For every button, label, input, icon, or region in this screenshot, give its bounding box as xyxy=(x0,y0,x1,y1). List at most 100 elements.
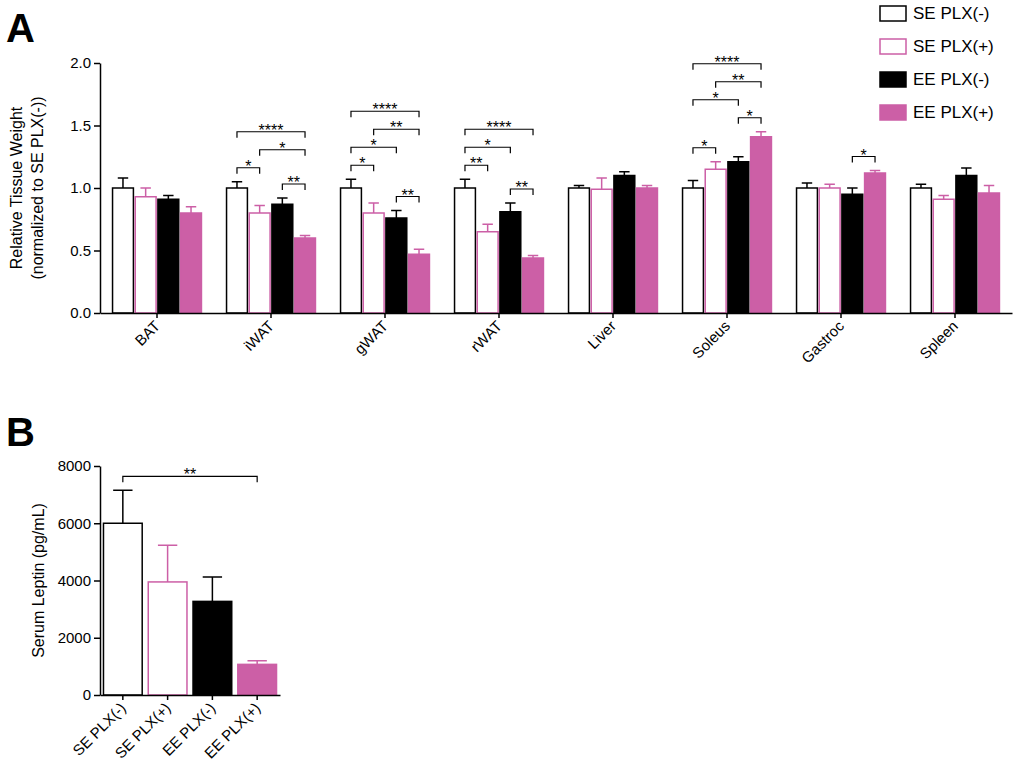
y-tick-mark xyxy=(94,250,100,252)
bar xyxy=(751,137,772,313)
x-tick-mark xyxy=(726,313,728,318)
x-tick-mark xyxy=(270,313,272,318)
significance-label: * xyxy=(747,108,753,125)
error-bar xyxy=(163,196,173,200)
bar xyxy=(386,218,407,313)
error-bar xyxy=(642,186,652,189)
error-bar xyxy=(113,490,132,523)
significance-label: ** xyxy=(515,179,527,196)
error-bar xyxy=(688,181,698,189)
y-tick: 4000 xyxy=(58,572,100,589)
bar xyxy=(227,188,248,313)
y-tick: 8000 xyxy=(58,457,100,474)
y-tick-label: 6000 xyxy=(58,515,91,532)
error-bar xyxy=(203,577,222,601)
significance-label: **** xyxy=(259,122,284,139)
error-bar xyxy=(733,157,743,162)
figure: A0.00.51.01.52.0BATiWATgWATrWATLiverSole… xyxy=(0,0,1020,778)
error-bar xyxy=(505,203,515,212)
significance-label: **** xyxy=(487,119,512,136)
legend-swatch xyxy=(880,72,906,87)
significance-label: * xyxy=(279,140,285,157)
y-tick-mark xyxy=(94,638,100,640)
bar xyxy=(363,213,384,313)
bar xyxy=(865,173,886,313)
bar xyxy=(341,188,362,313)
error-bar xyxy=(938,196,948,200)
bar xyxy=(933,199,954,313)
bar xyxy=(819,188,840,313)
legend-label: EE PLX(+) xyxy=(913,103,994,122)
y-tick-label: 8000 xyxy=(58,457,91,474)
bar xyxy=(295,238,316,313)
y-tick: 0 xyxy=(83,686,100,703)
significance: ** xyxy=(123,466,257,483)
legend-label: SE PLX(-) xyxy=(913,4,990,23)
error-bar xyxy=(824,184,834,188)
error-bar xyxy=(460,179,470,188)
x-tick-mark xyxy=(498,313,500,318)
y-axis-title: Relative Tissue Weight(normalized to SE … xyxy=(8,96,46,279)
y-tick-label: 1.5 xyxy=(70,117,91,134)
significance-label: ** xyxy=(470,155,482,172)
x-tick-label: EE PLX(+) xyxy=(201,699,263,761)
error-bar xyxy=(118,178,128,188)
y-tick-mark xyxy=(94,188,100,190)
significance-label: * xyxy=(713,90,719,107)
bar xyxy=(238,664,277,695)
x-axis-line xyxy=(101,313,1013,315)
bar xyxy=(103,523,142,695)
x-tick-mark xyxy=(384,313,386,318)
x-axis: BATiWATgWATrWATLiverSoleusGastrocSpleen xyxy=(101,313,1013,366)
x-tick-mark xyxy=(840,313,842,318)
bar xyxy=(500,212,521,313)
x-tick-mark xyxy=(167,695,169,700)
error-bar xyxy=(277,198,287,204)
bar xyxy=(409,254,430,313)
error-bar xyxy=(254,206,264,214)
y-tick-mark xyxy=(94,313,100,315)
significance-label: ** xyxy=(287,174,299,191)
bar xyxy=(148,582,187,695)
bar xyxy=(477,232,498,313)
significance-label: * xyxy=(861,147,867,164)
error-bar xyxy=(870,171,880,174)
significance-label: * xyxy=(701,138,707,155)
significance-label: **** xyxy=(715,54,740,71)
error-bar xyxy=(574,186,584,189)
y-tick: 0.0 xyxy=(70,304,100,321)
y-tick-label: 0.5 xyxy=(70,242,91,259)
bar xyxy=(523,258,544,313)
y-tick-mark xyxy=(94,466,100,468)
y-tick-label: 0.0 xyxy=(70,304,91,321)
error-bar xyxy=(916,184,926,188)
error-bar xyxy=(300,236,310,239)
x-tick-label: Gastroc xyxy=(798,317,848,367)
error-bar xyxy=(247,661,266,665)
legend-swatch xyxy=(880,39,906,54)
bar xyxy=(911,188,932,313)
error-bar xyxy=(140,188,150,197)
y-tick-mark xyxy=(94,63,100,65)
bar xyxy=(637,188,658,313)
x-axis: SE PLX(-)SE PLX(+)EE PLX(-)EE PLX(+) xyxy=(69,695,280,762)
significance-label: * xyxy=(371,137,377,154)
bar xyxy=(135,197,156,313)
y-tick: 2000 xyxy=(58,629,100,646)
error-bar xyxy=(414,249,424,254)
significance-label: ** xyxy=(390,119,402,136)
error-bar xyxy=(710,162,720,170)
x-tick-label: iWAT xyxy=(240,317,277,354)
y-tick: 1.0 xyxy=(70,179,100,196)
y-axis: 0.00.51.01.52.0 xyxy=(70,54,100,321)
y-axis-title: Serum Leptin (pg/mL) xyxy=(30,503,47,658)
error-bar xyxy=(528,256,538,259)
x-tick: Liver xyxy=(584,313,619,352)
significance-label: * xyxy=(359,155,365,172)
error-bar xyxy=(158,545,177,582)
x-tick-mark xyxy=(954,313,956,318)
legend: SE PLX(-)SE PLX(+)EE PLX(-)EE PLX(+) xyxy=(880,4,994,122)
error-bar xyxy=(186,207,196,213)
bar xyxy=(272,204,293,313)
x-tick-label: gWAT xyxy=(351,317,391,357)
